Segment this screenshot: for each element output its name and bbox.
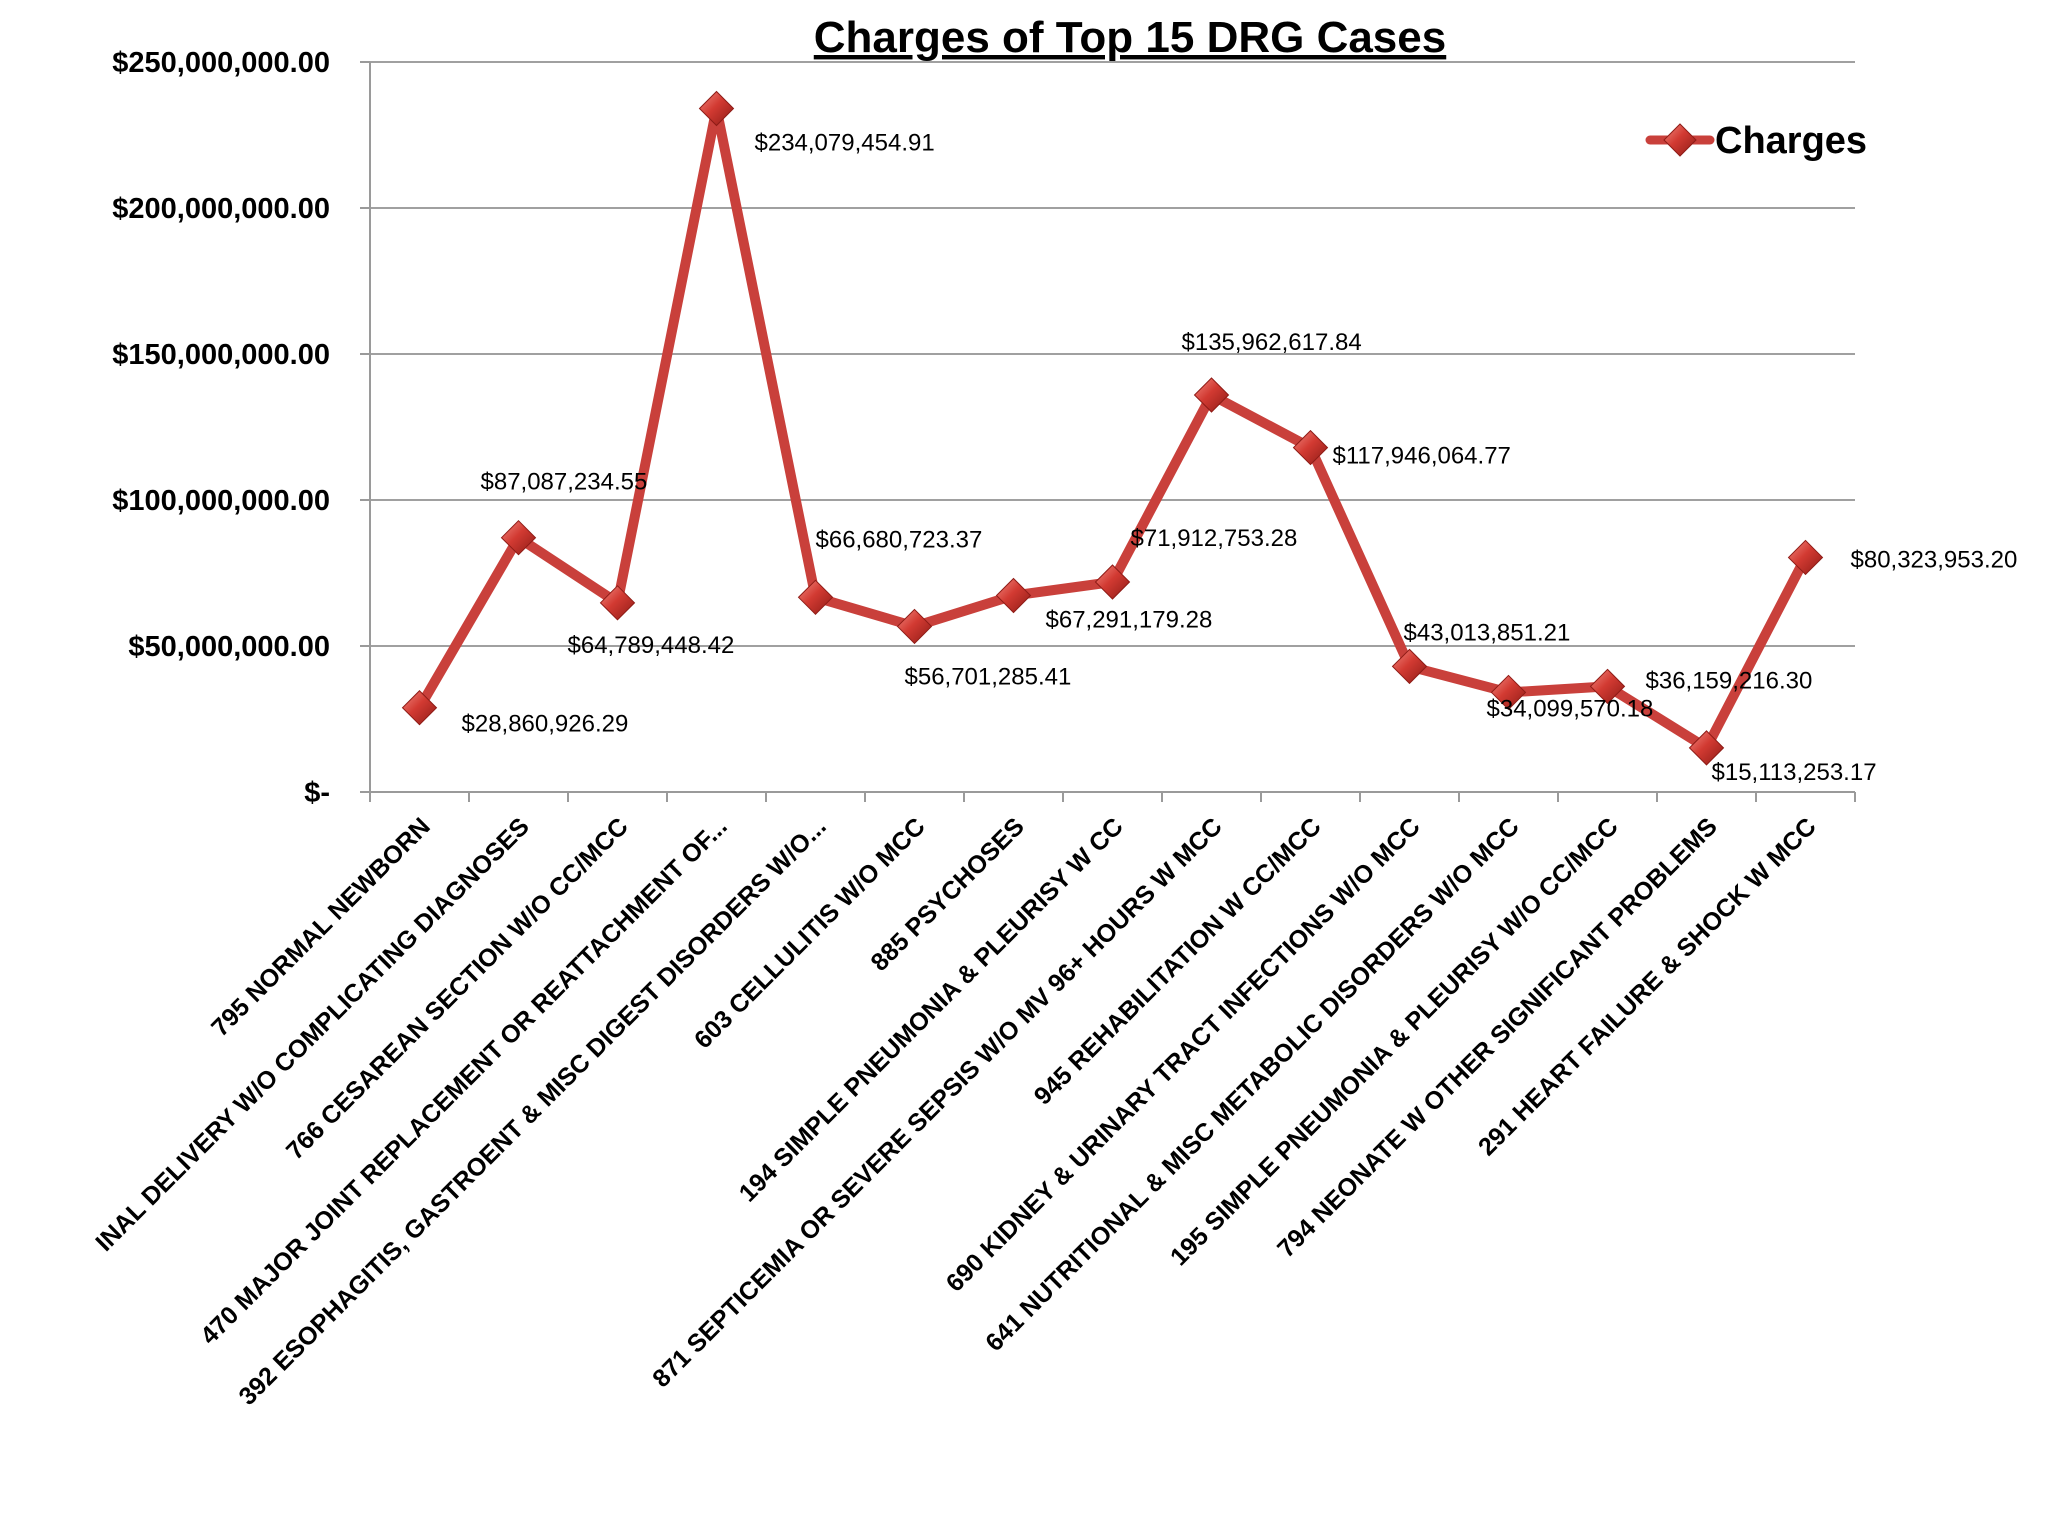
data-label: $135,962,617.84 (1182, 329, 1362, 356)
gridlines (370, 61, 1855, 647)
x-tick-label: 291 HEART FAILURE & SHOCK W MCC (1473, 812, 1822, 1161)
data-label: $56,701,285.41 (905, 663, 1072, 690)
legend: Charges (1645, 120, 1867, 162)
data-label: $43,013,851.21 (1404, 619, 1571, 646)
y-tick-label: $200,000,000.00 (112, 193, 330, 225)
data-point-marker (1094, 564, 1131, 600)
data-point-marker (698, 90, 735, 127)
y-tick-label: $250,000,000.00 (112, 47, 330, 79)
y-tick-label: $50,000,000.00 (128, 631, 330, 663)
chart-title: Charges of Top 15 DRG Cases (814, 13, 1446, 62)
data-point-marker (896, 608, 933, 645)
data-point-marker (599, 585, 636, 621)
data-point-marker (1787, 539, 1824, 576)
data-point-marker (1490, 674, 1527, 711)
y-tick-label: $100,000,000.00 (112, 485, 330, 517)
data-label: $64,789,448.42 (568, 632, 735, 659)
data-point-marker (1391, 648, 1428, 685)
data-point-marker (797, 579, 834, 615)
data-label: $15,113,253.17 (1712, 759, 1877, 786)
axes (360, 61, 1856, 802)
y-tick-label: $- (304, 777, 330, 809)
data-point-marker (401, 690, 438, 726)
y-tick-label: $150,000,000.00 (112, 339, 330, 371)
data-label: $36,159,216.30 (1646, 667, 1813, 694)
x-tick-label: 766 CESAREAN SECTION W/O CC/MCC (281, 812, 634, 1165)
data-label: $87,087,234.55 (481, 469, 648, 496)
data-label: $80,323,953.20 (1851, 546, 2018, 573)
data-labels: $28,860,926.29 $87,087,234.55 $64,789,448.… (462, 129, 2018, 785)
y-axis-tick-labels: $- $50,000,000.00 $100,000,000.00 $150,000,… (112, 47, 330, 809)
data-point-marker (1688, 730, 1725, 766)
data-label: $71,912,753.28 (1131, 525, 1298, 552)
data-point-marker (1193, 377, 1230, 413)
data-point-marker (500, 519, 537, 556)
data-label: $34,099,570.18 (1487, 695, 1654, 722)
data-label: $66,680,723.37 (816, 526, 983, 553)
data-label: $28,860,926.29 (462, 711, 629, 738)
x-tick-label: 690 KIDNEY & URINARY TRACT INFECTIONS W/… (941, 812, 1426, 1297)
data-label: $117,946,064.77 (1333, 443, 1511, 470)
data-point-marker (1292, 429, 1329, 466)
data-point-marker (1589, 668, 1626, 705)
data-label: $67,291,179.28 (1046, 607, 1213, 634)
data-label: $234,079,454.91 (755, 129, 935, 156)
legend-diamond-marker (1663, 123, 1697, 157)
series-charges (401, 90, 1824, 766)
x-tick-label: 195 SIMPLE PNEUMONIA & PLEURISY W/O CC/M… (1165, 812, 1624, 1271)
data-point-marker (995, 577, 1032, 614)
legend-label-charges: Charges (1715, 120, 1867, 162)
